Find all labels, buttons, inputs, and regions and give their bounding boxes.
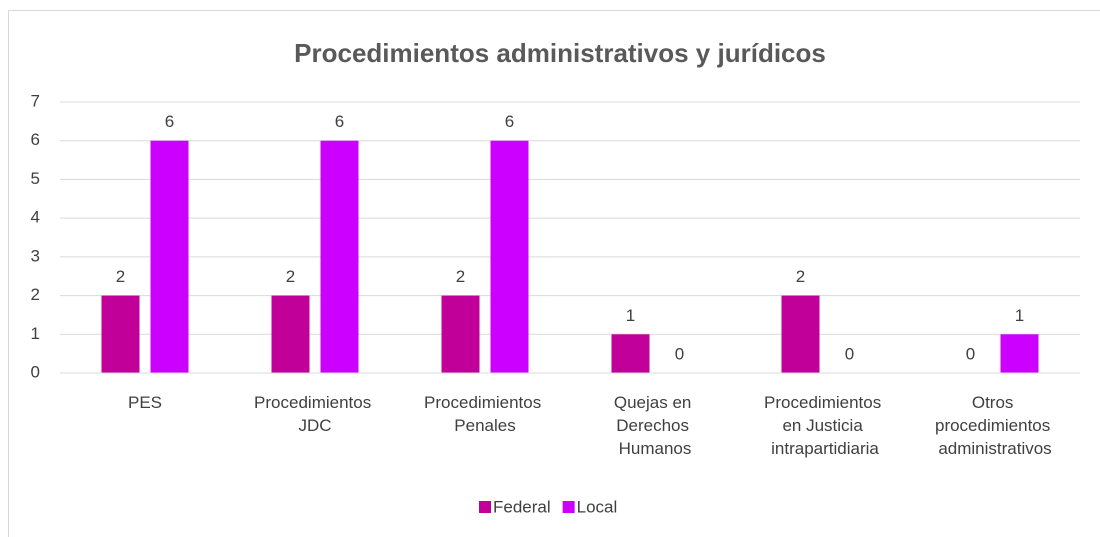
y-tick-label: 4: [31, 208, 40, 227]
data-label: 6: [165, 112, 174, 131]
bar: [490, 140, 529, 373]
data-label: 1: [626, 306, 635, 325]
y-tick-label: 6: [31, 130, 40, 149]
data-label: 0: [675, 344, 684, 363]
data-label: 2: [286, 267, 295, 286]
data-label: 2: [116, 267, 125, 286]
data-label: 0: [966, 344, 975, 363]
y-tick-label: 2: [31, 285, 40, 304]
bar: [441, 295, 480, 373]
bar: [271, 295, 310, 373]
y-tick-label: 1: [31, 324, 40, 343]
chart-border: [8, 10, 1100, 537]
bar: [320, 140, 359, 373]
y-tick-label: 3: [31, 246, 40, 265]
data-label: 2: [456, 267, 465, 286]
y-tick-label: 7: [31, 91, 40, 110]
legend-swatch: [479, 501, 491, 513]
legend-label: Federal: [493, 497, 551, 516]
data-label: 6: [335, 112, 344, 131]
bar: [101, 295, 140, 373]
data-label: 6: [505, 112, 514, 131]
chart-title: Procedimientos administrativos y jurídic…: [294, 38, 826, 68]
bar: [150, 140, 189, 373]
x-tick-label: Procedimientos en Justicia intrapartidia…: [764, 393, 886, 458]
bar: [1000, 334, 1039, 373]
bar: [611, 334, 650, 373]
x-tick-label: Procedimientos Penales: [424, 393, 546, 435]
bar: [781, 295, 820, 373]
legend-label: Local: [577, 497, 618, 516]
legend-swatch: [562, 501, 575, 513]
data-label: 2: [796, 267, 805, 286]
x-tick-label: Otros procedimientos administrativos: [935, 393, 1055, 458]
x-tick-label: Procedimientos JDC: [254, 393, 376, 435]
x-tick-label: Quejas en Derechos Humanos: [614, 393, 696, 458]
data-label: 1: [1015, 306, 1024, 325]
y-tick-label: 0: [31, 362, 40, 381]
y-tick-label: 5: [31, 169, 40, 188]
data-label: 0: [845, 344, 854, 363]
x-tick-label: PES: [128, 393, 162, 412]
